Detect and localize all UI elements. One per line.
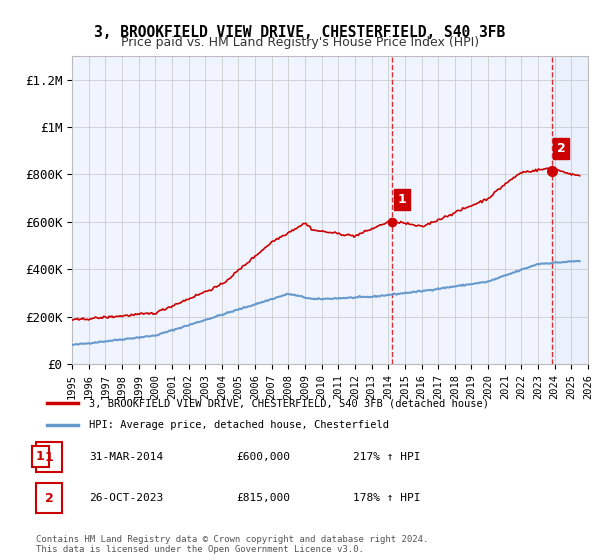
Text: 1: 1: [36, 450, 45, 463]
Text: 3, BROOKFIELD VIEW DRIVE, CHESTERFIELD, S40 3FB (detached house): 3, BROOKFIELD VIEW DRIVE, CHESTERFIELD, …: [89, 398, 489, 408]
Text: 26-OCT-2023: 26-OCT-2023: [89, 493, 163, 503]
Text: Contains HM Land Registry data © Crown copyright and database right 2024.
This d: Contains HM Land Registry data © Crown c…: [36, 535, 428, 554]
Text: HPI: Average price, detached house, Chesterfield: HPI: Average price, detached house, Ches…: [89, 421, 389, 431]
FancyBboxPatch shape: [36, 442, 62, 472]
Text: 3, BROOKFIELD VIEW DRIVE, CHESTERFIELD, S40 3FB: 3, BROOKFIELD VIEW DRIVE, CHESTERFIELD, …: [94, 25, 506, 40]
Text: 217% ↑ HPI: 217% ↑ HPI: [353, 452, 420, 463]
Text: 1: 1: [45, 451, 53, 464]
Text: 1: 1: [36, 450, 45, 463]
Text: £600,000: £600,000: [236, 452, 290, 463]
Text: 2: 2: [45, 492, 53, 505]
Text: 31-MAR-2014: 31-MAR-2014: [89, 452, 163, 463]
Text: £815,000: £815,000: [236, 493, 290, 503]
FancyBboxPatch shape: [36, 483, 62, 513]
Bar: [552, 56, 588, 364]
Text: Price paid vs. HM Land Registry's House Price Index (HPI): Price paid vs. HM Land Registry's House …: [121, 36, 479, 49]
Text: 1: 1: [397, 193, 406, 206]
Text: 2: 2: [557, 142, 566, 155]
Text: 178% ↑ HPI: 178% ↑ HPI: [353, 493, 420, 503]
